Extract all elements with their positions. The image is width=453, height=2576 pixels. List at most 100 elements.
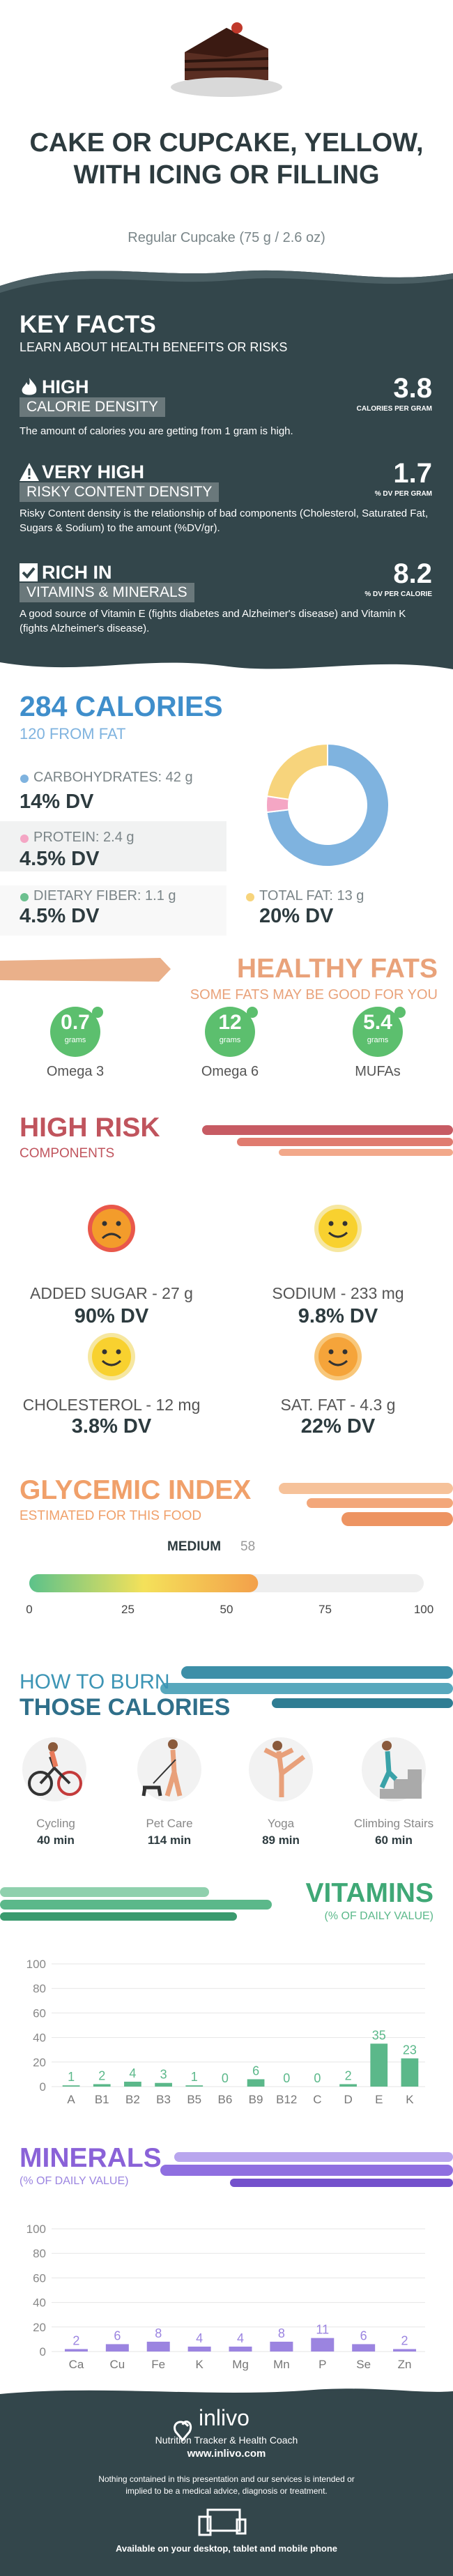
fat-circle-dot [92,1007,103,1018]
activity-time: 40 min [37,1834,75,1847]
cake-illustration [171,0,282,103]
y-tick-label: 100 [26,2223,46,2236]
x-tick-label: B12 [276,2093,297,2106]
devices-icon [198,2508,247,2536]
value-label: 0 [222,2071,229,2085]
glycemic-scale: 0 25 50 75 100 [26,1574,433,1616]
wave-edge [0,270,453,293]
fact-value: 1.7 [393,458,432,489]
decor-stripes [160,1666,453,1708]
risk-dv: 9.8% DV [298,1305,378,1327]
value-label: 2 [98,2068,105,2082]
bar [124,2081,141,2087]
page-title: CAKE OR CUPCAKE, YELLOW, WITH ICING OR F… [29,128,424,190]
nutrient-label: PROTEIN: 2.4 g [33,830,135,845]
healthy-fats-title: HEALTHY FATS [236,954,438,984]
y-tick-label: 80 [33,1982,46,1995]
bar [93,2084,111,2087]
activity-icons [22,1737,426,1801]
value-label: 4 [196,2331,203,2345]
risk-dv: 90% DV [74,1305,149,1327]
value-label: 2 [401,2333,408,2347]
stairs-icon [362,1737,426,1801]
y-tick-label: 20 [33,2321,46,2334]
fact-level: RICH IN [42,562,112,583]
fat-name: Omega 3 [46,1064,105,1079]
row-highlight [0,821,227,871]
legend-dot [20,775,29,783]
glycemic-level: MEDIUM [167,1539,222,1554]
fact-unit: % DV PER CALORIE [364,590,432,598]
x-tick-label: Cu [109,2358,125,2371]
fat-value: 0.7 [61,1011,90,1034]
cake-top [185,28,268,57]
legend-dot [20,893,29,901]
cake-layers [184,57,269,71]
x-tick-label: 0 [26,1603,32,1616]
x-tick-label: B6 [218,2093,233,2106]
value-label: 0 [314,2071,321,2085]
fact-text: The amount of calories you are getting f… [20,425,293,437]
cherry [231,22,243,33]
x-tick-label: K [195,2358,204,2371]
burn-title: THOSE CALORIES [20,1694,231,1721]
x-tick-label: E [375,2093,383,2106]
nutrient-label: TOTAL FAT: 13 g [259,888,364,904]
x-tick-label: K [406,2093,414,2106]
decor-stripes [160,2152,453,2187]
bar [311,2338,335,2352]
activity-name: Pet Care [146,1817,193,1830]
x-tick-label: 100 [414,1603,433,1616]
value-label: 6 [114,2329,121,2342]
nutrient-dv: 14% DV [20,791,94,813]
x-tick-label: Zn [398,2358,412,2371]
value-label: 2 [72,2333,79,2347]
glycemic-value: 58 [240,1539,256,1554]
fact-value: 3.8 [393,373,432,404]
pet-care-icon [137,1737,201,1801]
risk-label: ADDED SUGAR - 27 g [30,1284,193,1302]
decor-stripes [279,1483,453,1526]
activity-time: 89 min [262,1834,300,1847]
bar [401,2058,419,2087]
minerals-chart: 0 20 40 60 80 100 2 Ca 6 Cu 8 Fe 4 K 4 Mg 8 Mn 11 P 6 Se 2 Zn [26,2223,425,2371]
activity-time: 114 min [147,1834,192,1847]
fat-unit: grams [64,1036,86,1044]
fact-level: VERY HIGH [42,462,145,482]
activity-name: Cycling [36,1817,75,1830]
healthy-fats-subtitle: SOME FATS MAY BE GOOD FOR YOU [190,987,438,1003]
brand: inlivo [199,2405,249,2430]
cycling-icon [22,1737,86,1801]
activity-time: 60 min [375,1834,413,1847]
nutrient-dv: 4.5% DV [20,905,100,927]
happy-face [314,1333,362,1380]
donut-segment [266,742,328,800]
x-tick-label: Mn [273,2358,290,2371]
x-tick-label: 50 [220,1603,233,1616]
risk-faces [88,1205,362,1380]
value-label: 8 [278,2326,285,2340]
fact-label: VITAMINS & MINERALS [20,583,194,602]
happy-face [88,1333,135,1380]
logo-heart [174,2421,192,2442]
x-tick-label: 75 [318,1603,332,1616]
flame-icon [22,378,37,395]
fact-text: Risky Content density is the relationshi… [20,508,429,534]
y-tick-label: 80 [33,2247,46,2260]
fat-circles [50,1007,406,1057]
bar [270,2341,293,2352]
cake-dish [171,77,282,97]
row-highlight [0,885,227,936]
y-tick-label: 20 [33,2056,46,2069]
fact-text: A good source of Vitamin E (fights diabe… [20,608,406,634]
bar [64,2349,88,2352]
fat-circle-dot [247,1007,258,1018]
x-tick-label: B1 [95,2093,109,2106]
value-label: 6 [360,2329,367,2342]
dark-panel [0,270,453,670]
bar [187,2346,211,2352]
minerals-title: MINERALS [20,2143,162,2173]
risk-label: CHOLESTEROL - 12 mg [22,1396,201,1414]
legend-dot [246,893,254,901]
value-label: 1 [191,2070,198,2084]
